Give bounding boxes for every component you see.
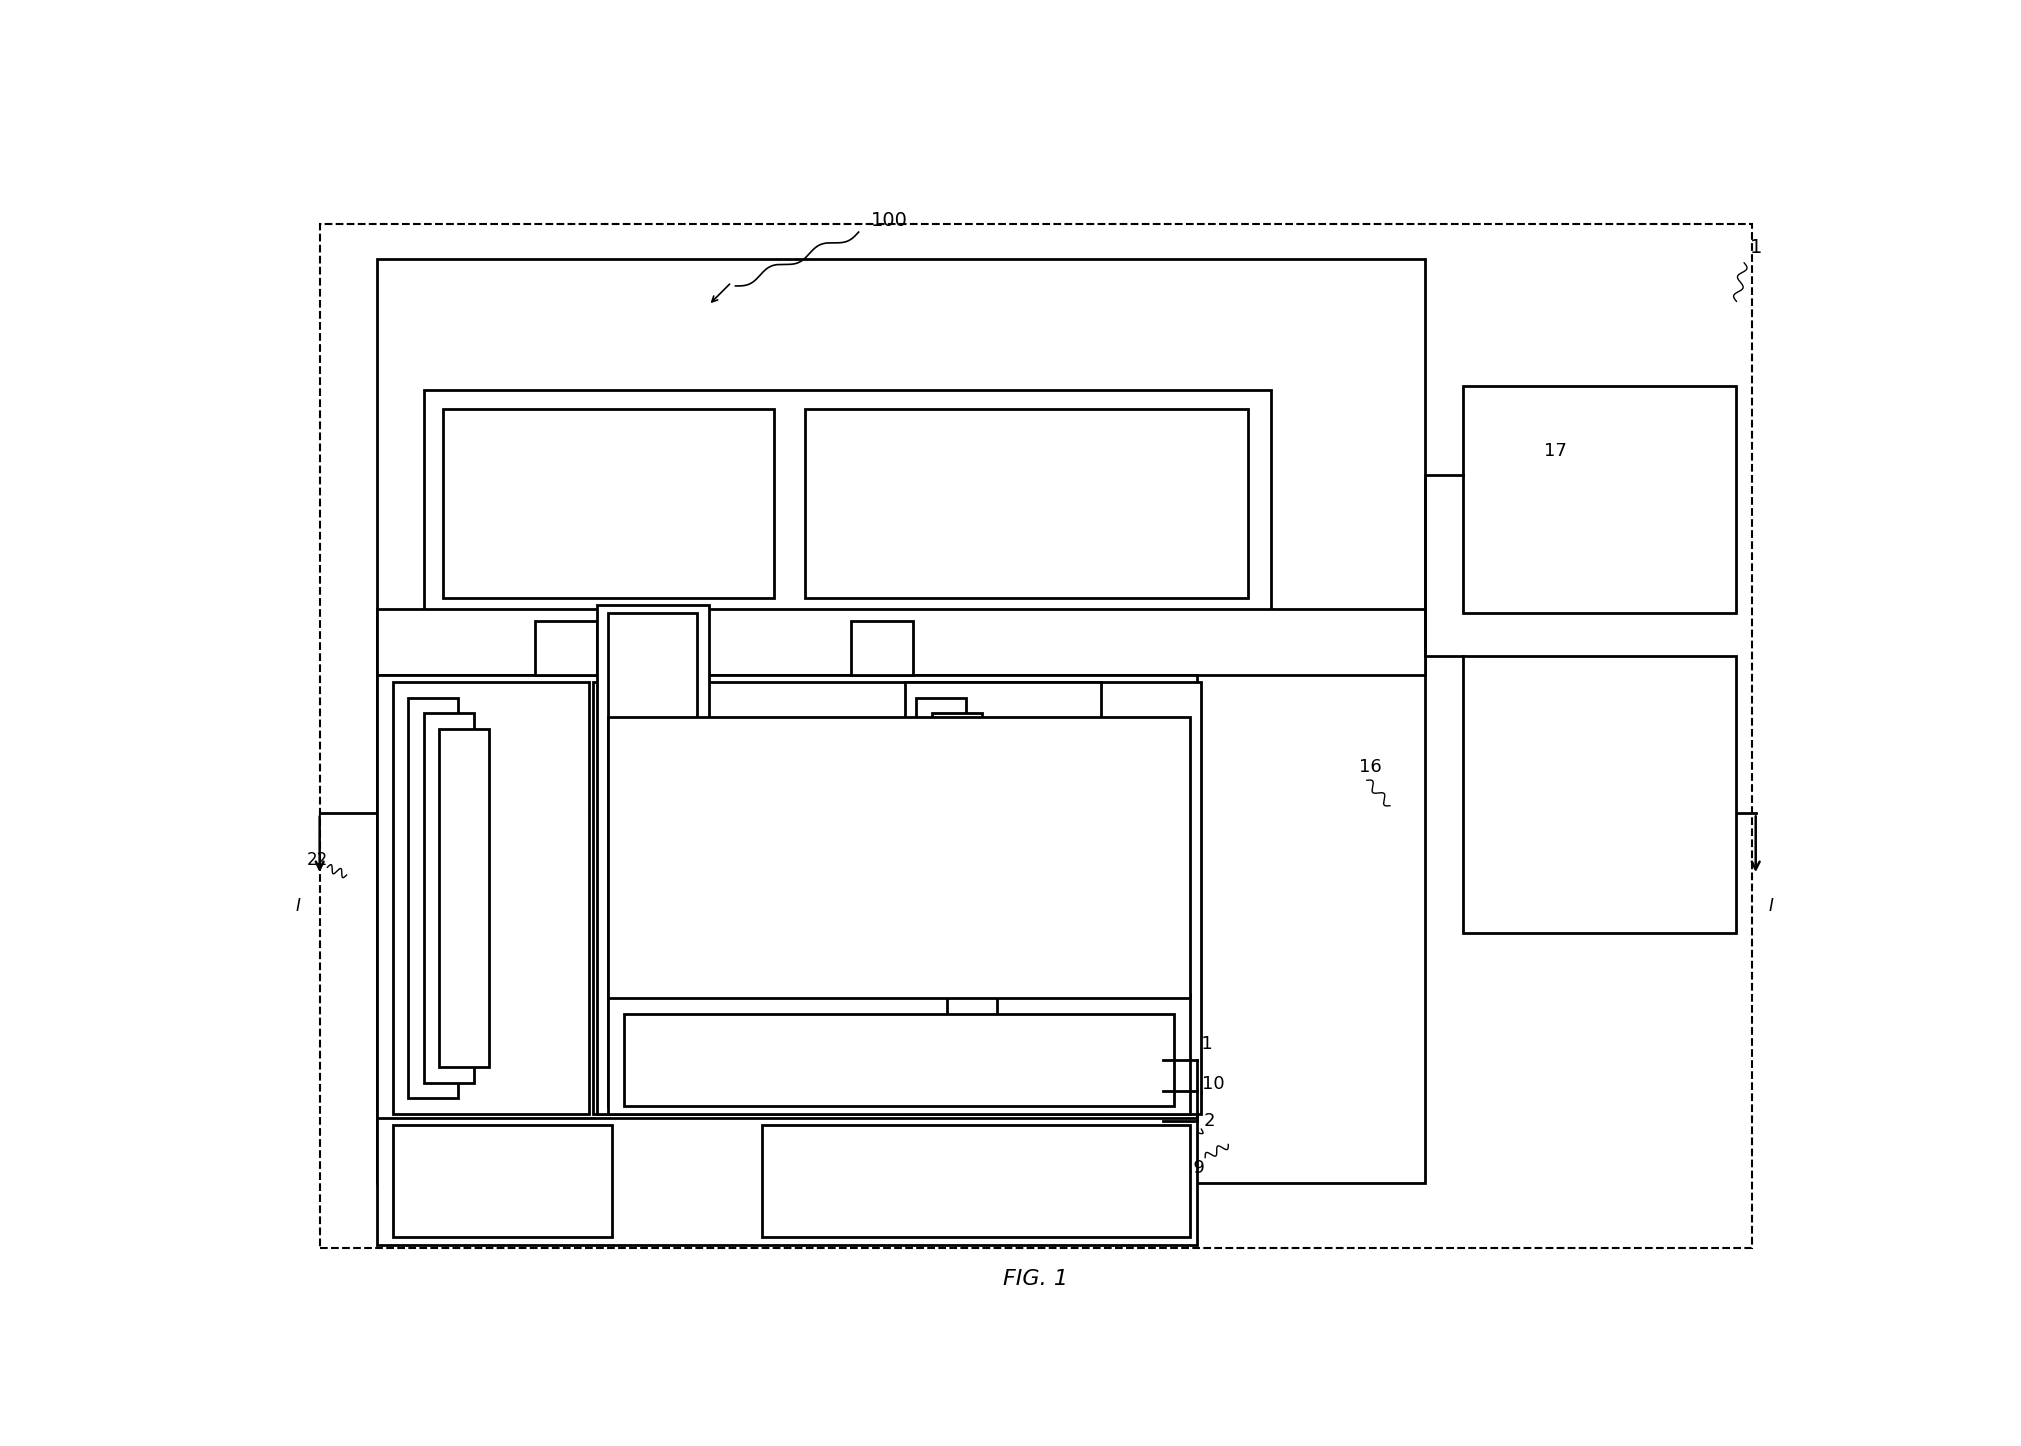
Bar [408, 698, 459, 1099]
Bar [1463, 386, 1736, 613]
Text: 10: 10 [1202, 1074, 1225, 1093]
Bar [916, 698, 966, 1099]
Text: 1: 1 [1750, 239, 1762, 257]
Text: I: I [295, 897, 301, 915]
Bar [443, 409, 774, 597]
Bar [378, 259, 1425, 1183]
Bar [851, 620, 913, 675]
Bar [392, 1125, 612, 1236]
Bar [424, 390, 1271, 613]
Text: 19: 19 [1182, 1158, 1205, 1177]
Bar [439, 729, 489, 1067]
Text: 11: 11 [1190, 1035, 1213, 1053]
Text: 14: 14 [416, 1194, 439, 1213]
Bar [905, 683, 1101, 1113]
Text: 100: 100 [871, 211, 907, 230]
Bar [378, 609, 1425, 675]
Text: 2: 2 [1202, 1112, 1215, 1131]
Text: 14: 14 [863, 1194, 885, 1213]
Text: 12: 12 [851, 781, 873, 800]
Text: 12: 12 [435, 774, 459, 791]
Bar [608, 717, 1190, 998]
Text: 13: 13 [566, 908, 588, 927]
Text: 16: 16 [1360, 758, 1382, 777]
Bar [592, 683, 1200, 1113]
Text: 22: 22 [307, 850, 327, 869]
Bar [762, 1125, 1190, 1236]
Bar [932, 713, 982, 1083]
Bar [392, 683, 590, 1113]
Text: 17: 17 [1544, 442, 1566, 460]
Bar [624, 1014, 1174, 1106]
Text: 9: 9 [580, 804, 590, 823]
Bar [378, 1118, 1198, 1245]
Text: 16: 16 [877, 523, 901, 541]
Text: 18: 18 [871, 516, 893, 534]
Bar [608, 995, 1190, 1113]
Text: FIG. 1: FIG. 1 [1002, 1270, 1069, 1290]
Text: 5: 5 [584, 1144, 594, 1161]
Text: 15: 15 [493, 523, 515, 541]
Bar [1463, 655, 1736, 933]
Bar [378, 675, 1198, 1122]
Bar [804, 409, 1247, 597]
Text: I: I [1768, 897, 1774, 915]
Bar [608, 613, 697, 1106]
Bar [424, 713, 473, 1083]
Bar [536, 620, 596, 675]
Bar [596, 606, 709, 1113]
Bar [948, 729, 996, 1067]
